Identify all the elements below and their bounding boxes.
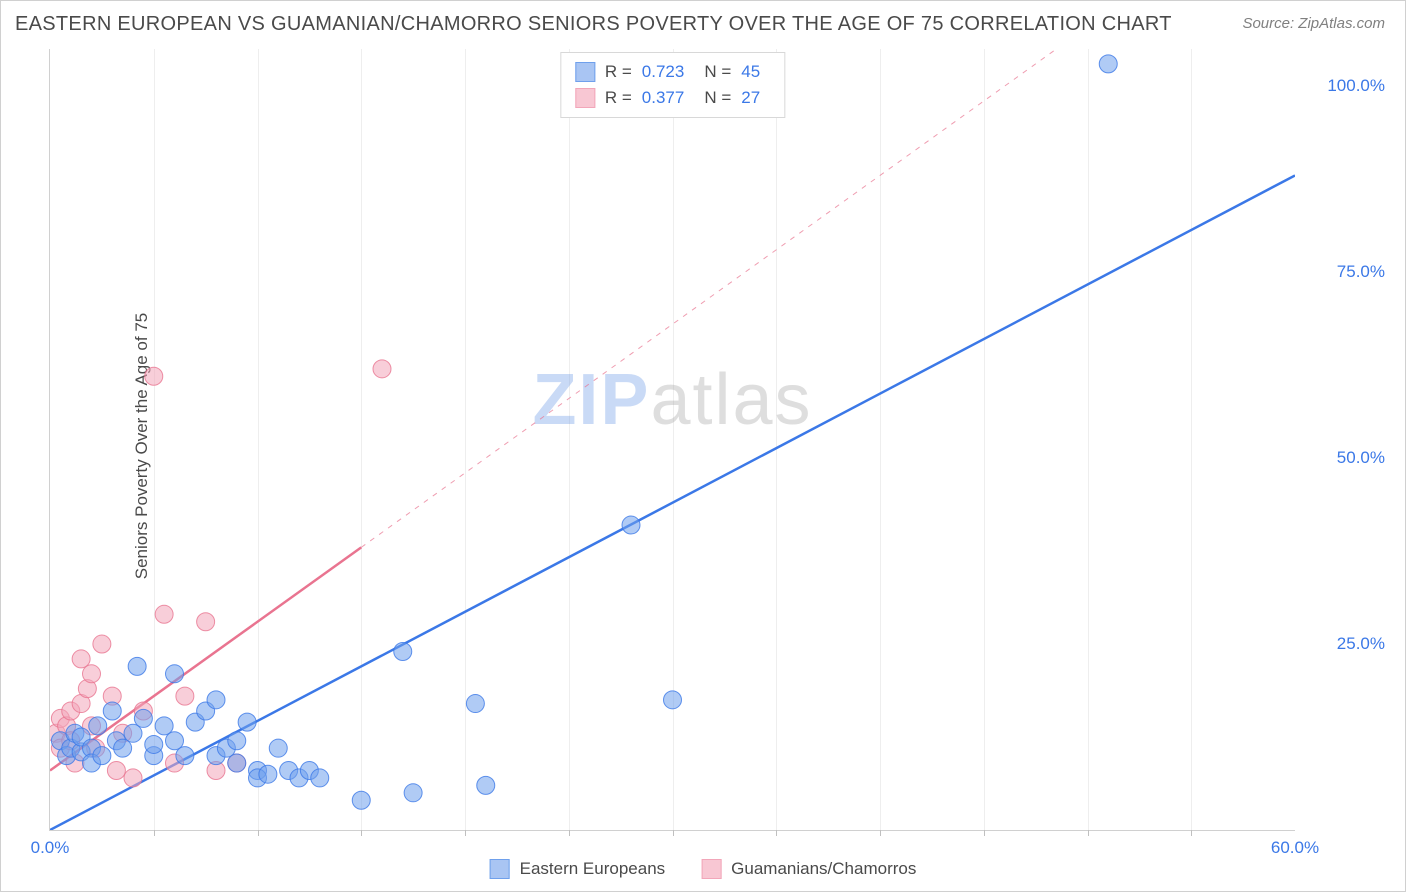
r-value-2: 0.377 — [642, 88, 685, 108]
legend-item-1: Eastern Europeans — [490, 859, 666, 879]
x-tick-mark — [1191, 830, 1192, 836]
legend-label-2: Guamanians/Chamorros — [731, 859, 916, 879]
source-attribution: Source: ZipAtlas.com — [1242, 15, 1385, 32]
y-tick-label: 50.0% — [1337, 448, 1385, 468]
legend-label-1: Eastern Europeans — [520, 859, 666, 879]
legend: Eastern Europeans Guamanians/Chamorros — [490, 859, 917, 879]
y-tick-label: 75.0% — [1337, 262, 1385, 282]
x-tick-mark — [776, 830, 777, 836]
x-tick-label: 60.0% — [1271, 838, 1319, 858]
legend-swatch-2-icon — [701, 859, 721, 879]
legend-swatch-1-icon — [490, 859, 510, 879]
scatter-plot-svg — [50, 49, 1295, 830]
plot-area: ZIPatlas R = 0.723 N = 45 R = 0.377 N = … — [49, 49, 1295, 831]
x-tick-mark — [1088, 830, 1089, 836]
legend-item-2: Guamanians/Chamorros — [701, 859, 916, 879]
x-tick-mark — [465, 830, 466, 836]
chart-container: EASTERN EUROPEAN VS GUAMANIAN/CHAMORRO S… — [0, 0, 1406, 892]
x-tick-mark — [880, 830, 881, 836]
x-tick-mark — [569, 830, 570, 836]
r-label: R = — [605, 88, 632, 108]
x-tick-label: 0.0% — [31, 838, 70, 858]
n-label: N = — [704, 88, 731, 108]
x-tick-mark — [258, 830, 259, 836]
y-tick-label: 25.0% — [1337, 634, 1385, 654]
r-value-1: 0.723 — [642, 62, 685, 82]
y-tick-label: 100.0% — [1327, 76, 1385, 96]
x-tick-mark — [361, 830, 362, 836]
n-value-2: 27 — [741, 88, 760, 108]
x-tick-mark — [673, 830, 674, 836]
x-tick-mark — [154, 830, 155, 836]
chart-title: EASTERN EUROPEAN VS GUAMANIAN/CHAMORRO S… — [15, 13, 1172, 36]
series1-swatch-icon — [575, 62, 595, 82]
stats-row-series1: R = 0.723 N = 45 — [575, 59, 770, 85]
x-tick-mark — [984, 830, 985, 836]
n-value-1: 45 — [741, 62, 760, 82]
stats-row-series2: R = 0.377 N = 27 — [575, 85, 770, 111]
correlation-stats-box: R = 0.723 N = 45 R = 0.377 N = 27 — [560, 52, 785, 118]
series2-swatch-icon — [575, 88, 595, 108]
n-label: N = — [704, 62, 731, 82]
r-label: R = — [605, 62, 632, 82]
